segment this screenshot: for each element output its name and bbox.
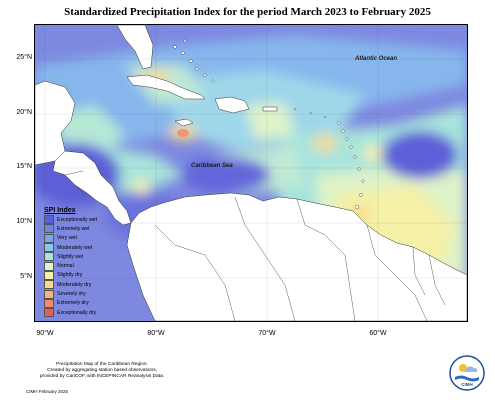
- y-tick-20n: 20°N: [16, 109, 32, 116]
- legend-item: Moderately dry: [44, 280, 113, 290]
- legend-label: Exceptionally dry: [57, 309, 97, 316]
- legend-title: SPI Index: [44, 207, 76, 214]
- legend-item: Extremely wet: [44, 224, 113, 234]
- y-tick-15n: 15°N: [16, 163, 32, 170]
- legend-swatch: [44, 233, 54, 243]
- legend-item: Exceptionally dry: [44, 308, 113, 318]
- legend-item: Severely dry: [44, 289, 113, 299]
- legend-item: Slightly dry: [44, 270, 113, 280]
- x-tick-60w: 60°W: [369, 330, 387, 337]
- legend-label: Slightly dry: [57, 272, 83, 279]
- credit-line-1: Precipitation Map of the Caribbean Regio…: [56, 362, 148, 367]
- legend-label: Extremely wet: [57, 225, 90, 232]
- legend-label: Severely dry: [57, 291, 86, 298]
- map-credit: Precipitation Map of the Caribbean Regio…: [12, 362, 192, 380]
- borders: [64, 170, 446, 321]
- legend-label: Moderately wet: [57, 244, 93, 251]
- spi-map: [35, 25, 467, 321]
- small-islands: [173, 39, 365, 210]
- caribbean-sea-label: Caribbean Sea: [191, 163, 233, 169]
- legend-item: Normal: [44, 261, 113, 271]
- legend-swatch: [44, 289, 54, 299]
- legend-label: Very wet: [57, 235, 77, 242]
- legend-label: Extremely dry: [57, 300, 89, 307]
- logo-text: CIMH: [461, 382, 473, 387]
- legend-label: Normal: [57, 263, 74, 270]
- legend-label: Moderately dry: [57, 281, 92, 288]
- credit-line-3: provided by CariCOF, with INCEPINCAR Rea…: [39, 374, 165, 379]
- legend-swatch: [44, 224, 54, 234]
- y-tick-10n: 10°N: [16, 218, 32, 225]
- legend-swatch: [44, 243, 54, 253]
- legend-swatch: [44, 215, 54, 225]
- legend-item: Slightly wet: [44, 252, 113, 262]
- spi-legend: SPI Index Exceptionally wet Extremely wet…: [44, 207, 113, 318]
- credit-date: CIMH February 2025: [25, 389, 69, 394]
- map-title: Standardized Precipitation Index for the…: [64, 6, 431, 18]
- x-tick-80w: 80°W: [147, 330, 165, 337]
- legend-item: Exceptionally wet: [44, 215, 113, 225]
- legend-item: Extremely dry: [44, 298, 113, 308]
- y-tick-5n: 5°N: [20, 273, 32, 280]
- legend-label: Exceptionally wet: [57, 216, 98, 223]
- legend-label: Slightly wet: [57, 253, 84, 260]
- legend-swatch: [44, 252, 54, 262]
- cimh-logo-icon: CIMH: [449, 355, 485, 391]
- legend-swatch: [44, 308, 54, 318]
- legend-item: Moderately wet: [44, 243, 113, 253]
- legend-item: Very wet: [44, 233, 113, 243]
- x-tick-70w: 70°W: [258, 330, 276, 337]
- legend-swatch: [44, 270, 54, 280]
- credit-line-2: Created by aggregating station based obs…: [47, 368, 157, 373]
- legend-swatch: [44, 280, 54, 290]
- x-tick-90w: 90°W: [36, 330, 54, 337]
- y-tick-25n: 25°N: [16, 54, 32, 61]
- land-masses: [35, 25, 467, 321]
- legend-swatch: [44, 261, 54, 271]
- graticule: [35, 25, 467, 321]
- map-frame: Atlantic Ocean Caribbean Sea: [34, 24, 468, 322]
- legend-swatch: [44, 298, 54, 308]
- atlantic-ocean-label: Atlantic Ocean: [355, 56, 398, 62]
